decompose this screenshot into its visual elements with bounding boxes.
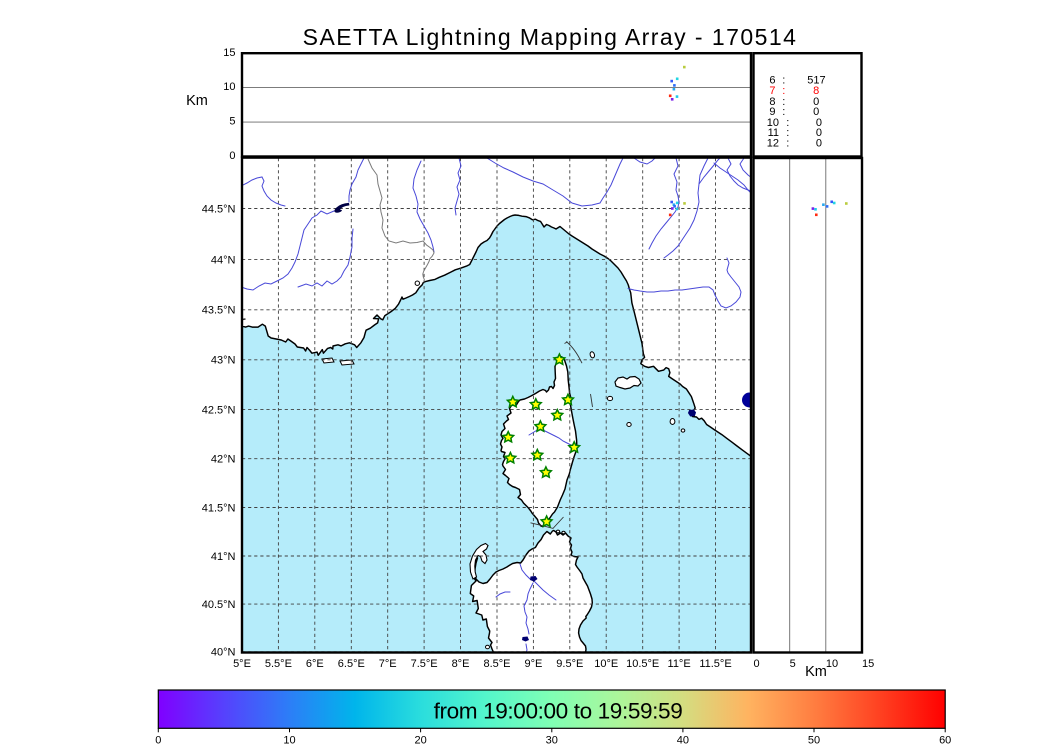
svg-text:44°N: 44°N — [211, 254, 236, 266]
svg-text:SAETTA Lightning Mapping Array: SAETTA Lightning Mapping Array - 170514 — [303, 24, 798, 50]
svg-text:8.5°E: 8.5°E — [483, 658, 510, 670]
svg-text:10°E: 10°E — [594, 658, 618, 670]
svg-text:9.5°E: 9.5°E — [556, 658, 583, 670]
svg-text:8: 8 — [813, 85, 819, 97]
svg-text:41.5°N: 41.5°N — [202, 502, 236, 514]
svg-text:50: 50 — [808, 734, 820, 746]
svg-text:15: 15 — [862, 658, 874, 670]
svg-text:Km: Km — [805, 664, 827, 680]
svg-text:9°E: 9°E — [524, 658, 542, 670]
svg-text:0: 0 — [816, 138, 822, 150]
svg-text:11: 11 — [768, 127, 779, 139]
svg-text:517: 517 — [807, 75, 825, 87]
svg-text:7°E: 7°E — [379, 658, 397, 670]
svg-text:5°E: 5°E — [233, 658, 251, 670]
svg-text:10: 10 — [223, 81, 235, 93]
svg-text:10.5°E: 10.5°E — [626, 658, 659, 670]
svg-text:42.5°N: 42.5°N — [202, 404, 236, 416]
svg-text:8: 8 — [769, 96, 775, 108]
svg-text:5.5°E: 5.5°E — [265, 658, 292, 670]
svg-text:0: 0 — [155, 734, 161, 746]
svg-text:7.5°E: 7.5°E — [411, 658, 438, 670]
svg-text:40: 40 — [677, 734, 689, 746]
svg-text:Km: Km — [186, 93, 208, 109]
svg-text:6°E: 6°E — [306, 658, 324, 670]
svg-text:44.5°N: 44.5°N — [202, 203, 236, 215]
svg-text:6.5°E: 6.5°E — [338, 658, 365, 670]
svg-text::: : — [782, 85, 785, 97]
svg-text:42°N: 42°N — [211, 454, 236, 466]
svg-text::: : — [786, 127, 789, 139]
svg-text:10: 10 — [283, 734, 295, 746]
svg-text::: : — [782, 106, 785, 118]
svg-text:40.5°N: 40.5°N — [202, 599, 236, 611]
svg-text:0: 0 — [813, 106, 819, 118]
svg-text:10: 10 — [826, 658, 838, 670]
svg-text:40°N: 40°N — [211, 647, 236, 659]
svg-text:30: 30 — [546, 734, 558, 746]
svg-text:43°N: 43°N — [211, 355, 236, 367]
svg-text:12: 12 — [767, 138, 779, 150]
svg-text:11.5°E: 11.5°E — [699, 658, 731, 670]
svg-text::: : — [782, 96, 785, 108]
svg-text:43.5°N: 43.5°N — [202, 305, 236, 317]
svg-text:20: 20 — [414, 734, 426, 746]
svg-text:0: 0 — [754, 658, 760, 670]
svg-text::: : — [786, 138, 789, 150]
svg-text:9: 9 — [769, 106, 775, 118]
svg-text:41°N: 41°N — [211, 551, 236, 563]
svg-text:from 19:00:00 to 19:59:59: from 19:00:00 to 19:59:59 — [434, 698, 683, 723]
svg-text:0: 0 — [229, 150, 235, 162]
svg-text:8°E: 8°E — [452, 658, 470, 670]
svg-text:0: 0 — [816, 127, 822, 139]
svg-text::: : — [782, 75, 785, 87]
svg-text:15: 15 — [223, 47, 235, 59]
svg-text:0: 0 — [816, 117, 822, 129]
svg-text:0: 0 — [813, 96, 819, 108]
svg-text:10: 10 — [767, 117, 779, 129]
svg-text:5: 5 — [229, 116, 235, 128]
svg-text::: : — [786, 117, 789, 129]
svg-text:11°E: 11°E — [668, 658, 691, 670]
svg-text:6: 6 — [769, 75, 775, 87]
svg-text:5: 5 — [790, 658, 796, 670]
svg-text:7: 7 — [769, 85, 775, 97]
svg-text:60: 60 — [939, 734, 951, 746]
